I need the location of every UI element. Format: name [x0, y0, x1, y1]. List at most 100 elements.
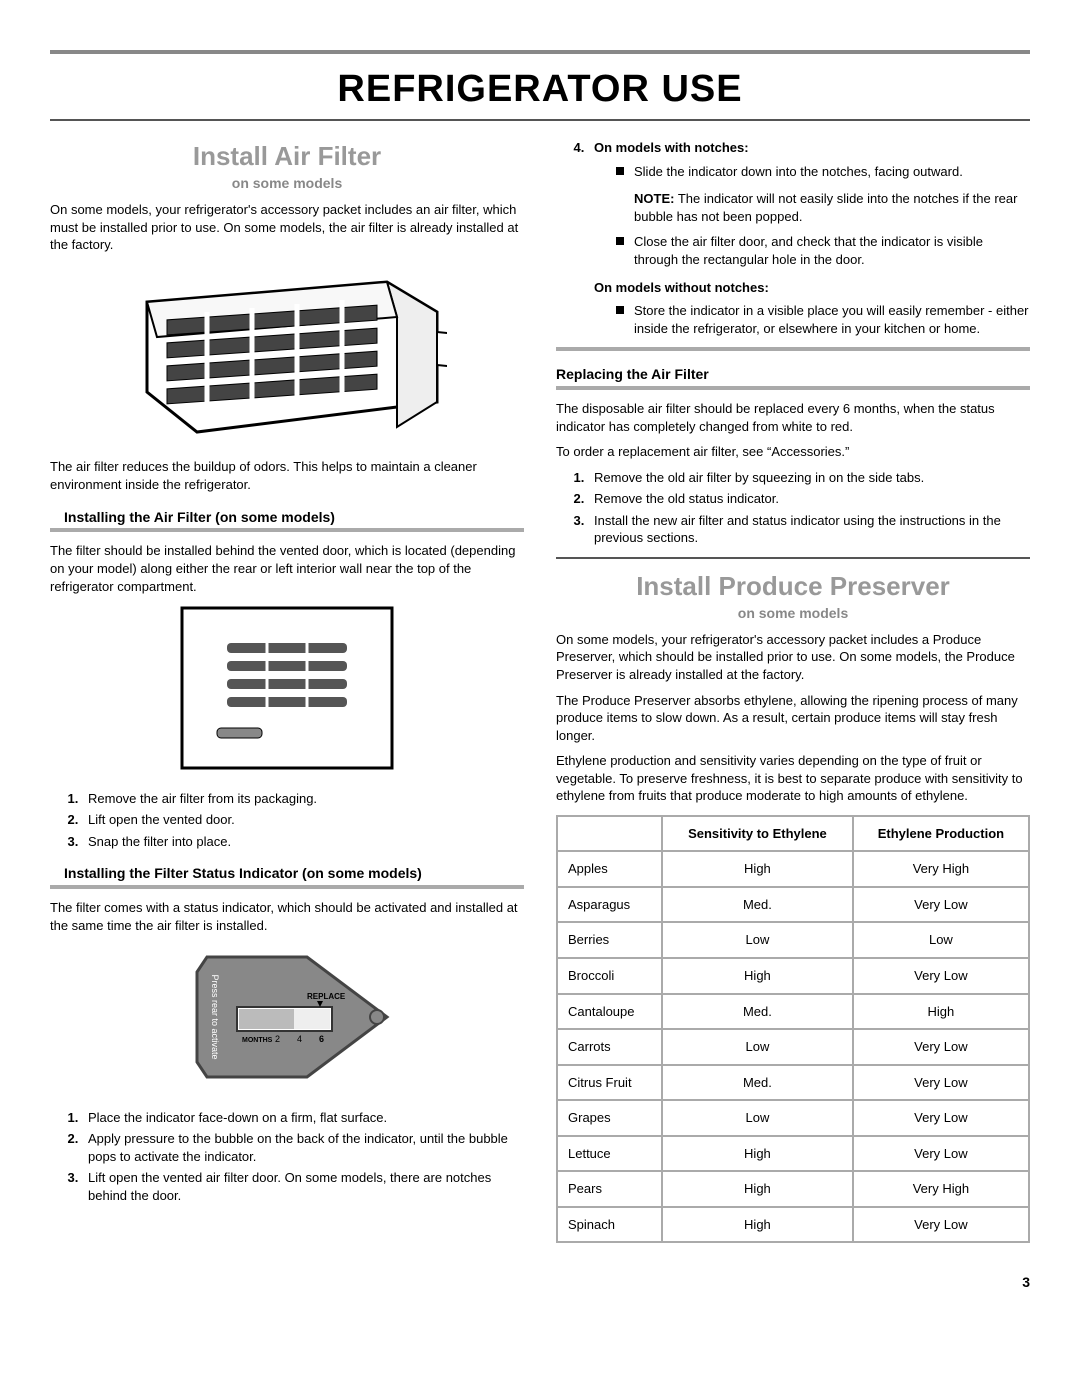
months-label: MONTHS: [242, 1037, 273, 1044]
table-cell: Low: [662, 1100, 853, 1136]
two-column-layout: Install Air Filter on some models On som…: [50, 133, 1030, 1243]
list-item: On models with notches: Slide the indica…: [588, 139, 1030, 337]
table-cell: High: [662, 1207, 853, 1243]
table-cell: High: [662, 1136, 853, 1172]
list-item: Apply pressure to the bubble on the back…: [82, 1130, 524, 1165]
table-cell: High: [662, 958, 853, 994]
table-cell: Lettuce: [557, 1136, 662, 1172]
table-cell: Citrus Fruit: [557, 1065, 662, 1101]
pp-p1: On some models, your refrigerator's acce…: [556, 631, 1030, 684]
table-cell: Very High: [853, 1171, 1029, 1207]
table-row: CarrotsLowVery Low: [557, 1029, 1029, 1065]
left-column: Install Air Filter on some models On som…: [50, 133, 524, 1243]
table-cell: Very Low: [853, 1136, 1029, 1172]
table-row: AsparagusMed.Very Low: [557, 887, 1029, 923]
table-row: BerriesLowLow: [557, 922, 1029, 958]
install-air-filter-sub: on some models: [50, 174, 524, 193]
table-cell: Apples: [557, 851, 662, 887]
table-cell: Very Low: [853, 1207, 1029, 1243]
month-2: 2: [275, 1034, 280, 1044]
table-cell: Berries: [557, 922, 662, 958]
install-air-filter-heading: Install Air Filter: [50, 139, 524, 174]
sec2-steps: Place the indicator face-down on a firm,…: [50, 1109, 524, 1205]
table-cell: High: [662, 1171, 853, 1207]
table-cell: Very Low: [853, 1029, 1029, 1065]
list-item: Close the air filter door, and check tha…: [616, 233, 1030, 268]
replace-steps: Remove the old air filter by squeezing i…: [556, 469, 1030, 547]
table-header: Ethylene Production: [853, 816, 1029, 852]
table-cell: Very Low: [853, 958, 1029, 994]
air-filter-illustration: [50, 262, 524, 447]
replacing-air-filter-title: Replacing the Air Filter: [556, 365, 1030, 384]
list-item: Remove the air filter from its packaging…: [82, 790, 524, 808]
list-item: Store the indicator in a visible place y…: [616, 302, 1030, 337]
month-4: 4: [297, 1034, 302, 1044]
page-number: 3: [50, 1273, 1030, 1292]
table-cell: Asparagus: [557, 887, 662, 923]
table-cell: Cantaloupe: [557, 994, 662, 1030]
table-cell: Med.: [662, 994, 853, 1030]
table-row: LettuceHighVery Low: [557, 1136, 1029, 1172]
table-cell: Very Low: [853, 1065, 1029, 1101]
table-cell: Very High: [853, 851, 1029, 887]
table-row: BroccoliHighVery Low: [557, 958, 1029, 994]
table-cell: Low: [662, 922, 853, 958]
press-rear-label: Press rear to activate: [210, 975, 220, 1060]
no-notches-label: On models without notches:: [594, 279, 1030, 297]
sec2-paragraph: The filter comes with a status indicator…: [50, 899, 524, 934]
table-cell: Very Low: [853, 887, 1029, 923]
top-rule: [50, 50, 1030, 54]
table-cell: Med.: [662, 1065, 853, 1101]
install-produce-preserver-sub: on some models: [556, 604, 1030, 623]
page-title: REFRIGERATOR USE: [50, 64, 1030, 115]
note-text: NOTE: The indicator will not easily slid…: [634, 190, 1030, 225]
section-rule: [50, 885, 524, 889]
sec1-steps: Remove the air filter from its packaging…: [50, 790, 524, 851]
install-produce-preserver-heading: Install Produce Preserver: [556, 569, 1030, 604]
list-item: Remove the old status indicator.: [588, 490, 1030, 508]
table-cell: High: [853, 994, 1029, 1030]
list-item: Install the new air filter and status in…: [588, 512, 1030, 547]
right-column: On models with notches: Slide the indica…: [556, 133, 1030, 1243]
table-cell: Pears: [557, 1171, 662, 1207]
air-filter-intro: On some models, your refrigerator's acce…: [50, 201, 524, 254]
table-header: [557, 816, 662, 852]
ethylene-table: Sensitivity to Ethylene Ethylene Product…: [556, 815, 1030, 1244]
replace-label: REPLACE: [307, 992, 346, 1001]
pp-p2: The Produce Preserver absorbs ethylene, …: [556, 692, 1030, 745]
list-item: Slide the indicator down into the notche…: [616, 163, 1030, 181]
air-filter-caption: The air filter reduces the buildup of od…: [50, 458, 524, 493]
table-cell: Low: [853, 922, 1029, 958]
list-item: Place the indicator face-down on a firm,…: [82, 1109, 524, 1127]
table-cell: Broccoli: [557, 958, 662, 994]
month-6: 6: [319, 1034, 324, 1044]
continued-steps: On models with notches: Slide the indica…: [556, 139, 1030, 337]
table-cell: Grapes: [557, 1100, 662, 1136]
table-cell: Med.: [662, 887, 853, 923]
list-item: Remove the old air filter by squeezing i…: [588, 469, 1030, 487]
pp-p3: Ethylene production and sensitivity vari…: [556, 752, 1030, 805]
section-rule: [556, 557, 1030, 559]
table-row: PearsHighVery High: [557, 1171, 1029, 1207]
table-row: GrapesLowVery Low: [557, 1100, 1029, 1136]
title-underline: [50, 119, 1030, 121]
table-cell: Carrots: [557, 1029, 662, 1065]
installing-air-filter-title: Installing the Air Filter (on some model…: [50, 508, 524, 527]
table-cell: Very Low: [853, 1100, 1029, 1136]
notches-label: On models with notches:: [594, 140, 749, 155]
table-header: Sensitivity to Ethylene: [662, 816, 853, 852]
replace-p1: The disposable air filter should be repl…: [556, 400, 1030, 435]
vented-door-illustration: [50, 603, 524, 778]
table-cell: Low: [662, 1029, 853, 1065]
list-item: Lift open the vented air filter door. On…: [82, 1169, 524, 1204]
installing-status-indicator-title: Installing the Filter Status Indicator (…: [50, 864, 524, 883]
list-item: Snap the filter into place.: [82, 833, 524, 851]
list-item: Lift open the vented door.: [82, 811, 524, 829]
table-row: Citrus FruitMed.Very Low: [557, 1065, 1029, 1101]
table-cell: Spinach: [557, 1207, 662, 1243]
status-indicator-illustration: Press rear to activate REPLACE MONTHS 2 …: [50, 942, 524, 1097]
table-cell: High: [662, 851, 853, 887]
sec1-paragraph: The filter should be installed behind th…: [50, 542, 524, 595]
table-row: SpinachHighVery Low: [557, 1207, 1029, 1243]
section-rule: [556, 347, 1030, 351]
